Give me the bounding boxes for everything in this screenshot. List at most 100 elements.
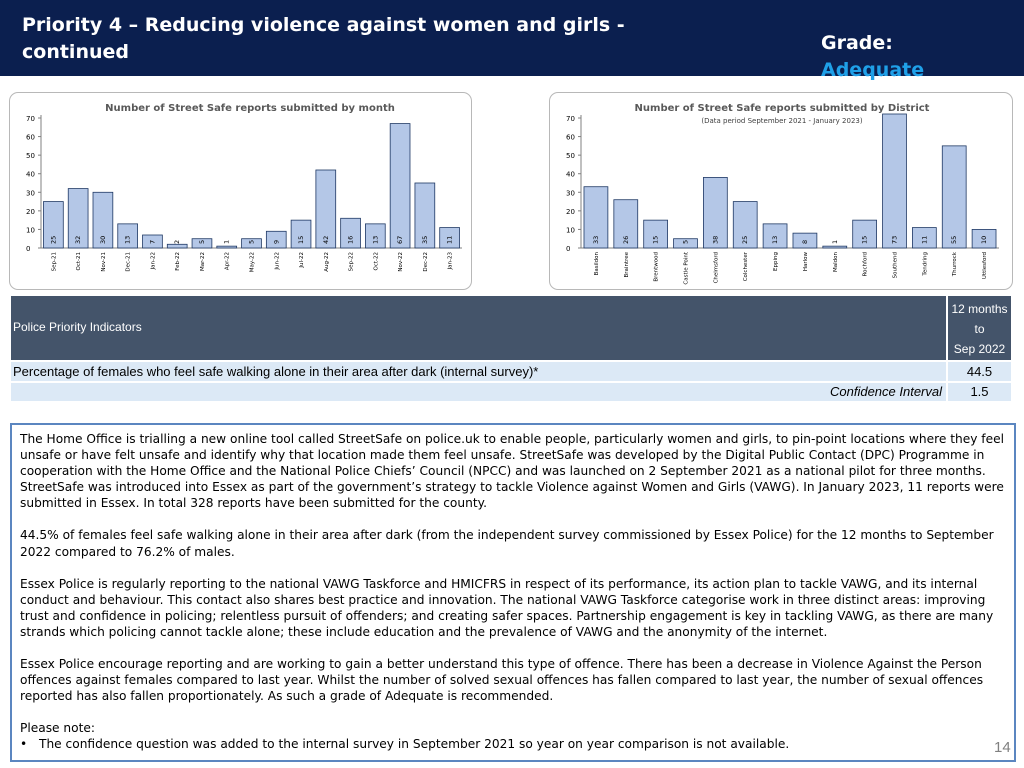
bar [643, 219, 668, 249]
bar [216, 245, 238, 249]
x-tick-label: Braintree [624, 251, 630, 277]
bar-data-label: 1 [223, 240, 231, 244]
x-tick-label: Oct-21 [76, 252, 82, 271]
y-tick-label: 20 [566, 208, 575, 216]
x-tick-label: Sep-21 [51, 252, 57, 271]
bar [92, 191, 114, 249]
bar-data-label: 13 [124, 236, 132, 244]
narrative-paragraph: The Home Office is trialling a new onlin… [20, 432, 1004, 511]
bar-data-label: 33 [592, 236, 600, 244]
bar [912, 227, 937, 249]
bar-data-label: 1 [831, 240, 839, 244]
y-tick-label: 10 [566, 226, 575, 234]
bar-data-label: 16 [347, 236, 355, 244]
bar [792, 232, 818, 249]
y-tick-label: 40 [26, 171, 35, 179]
bar-data-label: 2 [173, 240, 181, 244]
narrative-paragraph: 44.5% of females feel safe walking alone… [20, 528, 994, 559]
period-line: to [974, 322, 985, 336]
narrative-panel: The Home Office is trialling a new onlin… [10, 423, 1016, 762]
x-tick-label: Mar-22 [200, 252, 206, 271]
bar [703, 177, 728, 249]
y-tick-label: 40 [566, 171, 575, 179]
x-tick-label: Feb-22 [175, 252, 181, 271]
x-tick-label: Castle Point [684, 251, 690, 284]
bar [365, 223, 386, 249]
x-tick-label: Sep-22 [349, 252, 355, 271]
x-tick-label: Harlow [803, 252, 809, 272]
bar-data-label: 9 [272, 240, 280, 244]
grade-value: Adequate [821, 59, 925, 81]
confidence-row-label: Confidence Interval [829, 384, 942, 399]
indicator-table-header: Police Priority Indicators [11, 296, 946, 360]
bar [389, 123, 411, 249]
y-tick-label: 0 [26, 245, 30, 253]
indicator-row-value: 44.5 [948, 362, 1011, 381]
y-tick-label: 70 [26, 115, 35, 123]
indicator-header-period: 12 months to Sep 2022 [948, 296, 1011, 360]
grade-block: Grade: Adequate [821, 30, 924, 84]
bar-data-label: 26 [622, 236, 630, 244]
x-tick-label: Apr-22 [225, 252, 231, 270]
y-tick-label: 30 [26, 189, 35, 197]
y-tick-label: 60 [566, 134, 575, 142]
note-bullet: The confidence question was added to the… [20, 736, 1006, 752]
bar-data-label: 11 [920, 236, 928, 244]
bar-data-label: 42 [322, 236, 330, 244]
x-tick-label: Epping [773, 252, 779, 271]
bar [822, 245, 848, 249]
x-tick-label: Maldon [833, 252, 839, 273]
narrative-paragraph: Essex Police encourage reporting and are… [20, 657, 984, 704]
bar [732, 201, 758, 249]
y-tick-label: 70 [566, 115, 575, 123]
bar-data-label: 13 [371, 236, 379, 244]
x-tick-label: Colchester [743, 251, 749, 281]
bar-data-label: 35 [421, 236, 429, 244]
header-bar: Priority 4 – Reducing violence against w… [0, 0, 1024, 81]
bar-data-label: 25 [741, 236, 749, 244]
bar [340, 217, 361, 249]
y-tick-label: 60 [26, 134, 35, 142]
x-tick-label: Jan-22 [150, 252, 156, 270]
bar [971, 229, 997, 249]
x-tick-label: Southend [893, 252, 899, 278]
bar-data-label: 5 [198, 240, 206, 244]
note-list: The confidence question was added to the… [20, 736, 1006, 752]
bar-data-label: 32 [74, 236, 82, 244]
y-tick-label: 50 [26, 152, 35, 160]
bar [43, 201, 64, 249]
period-line: 12 months [951, 302, 1008, 316]
x-tick-label: Uttlesford [982, 252, 988, 279]
bar [762, 223, 788, 249]
x-tick-label: Rochford [863, 252, 869, 276]
bar [142, 234, 163, 249]
bar-data-label: 13 [771, 236, 779, 244]
narrative-paragraph: Essex Police is regularly reporting to t… [20, 576, 994, 639]
x-tick-label: Aug-22 [324, 252, 330, 272]
x-tick-label: Dec-21 [126, 252, 132, 272]
bar [191, 238, 213, 249]
indicator-row-label: Percentage of females who feel safe walk… [13, 364, 539, 379]
y-tick-label: 50 [566, 152, 575, 160]
bar [941, 145, 967, 249]
bar-data-label: 15 [297, 236, 305, 244]
bar [117, 223, 138, 249]
x-tick-label: May-22 [250, 252, 256, 272]
bar-data-label: 15 [652, 236, 660, 244]
bar [241, 238, 262, 249]
bar [414, 182, 436, 249]
x-tick-label: Brentwood [654, 252, 660, 282]
indicator-row: Percentage of females who feel safe walk… [11, 362, 946, 381]
bar-data-label: 11 [446, 236, 454, 244]
bar [67, 188, 89, 249]
bar [265, 230, 287, 249]
bar [613, 199, 639, 249]
x-tick-label: Jan-23 [448, 252, 454, 271]
x-tick-label: Dec-22 [423, 252, 429, 272]
bar-data-label: 67 [396, 236, 404, 244]
bar-data-label: 7 [148, 240, 156, 244]
confidence-row-value: 1.5 [948, 383, 1011, 401]
bar-data-label: 55 [950, 236, 958, 244]
bar-data-label: 30 [99, 236, 107, 244]
note-title: Please note: [20, 721, 95, 736]
